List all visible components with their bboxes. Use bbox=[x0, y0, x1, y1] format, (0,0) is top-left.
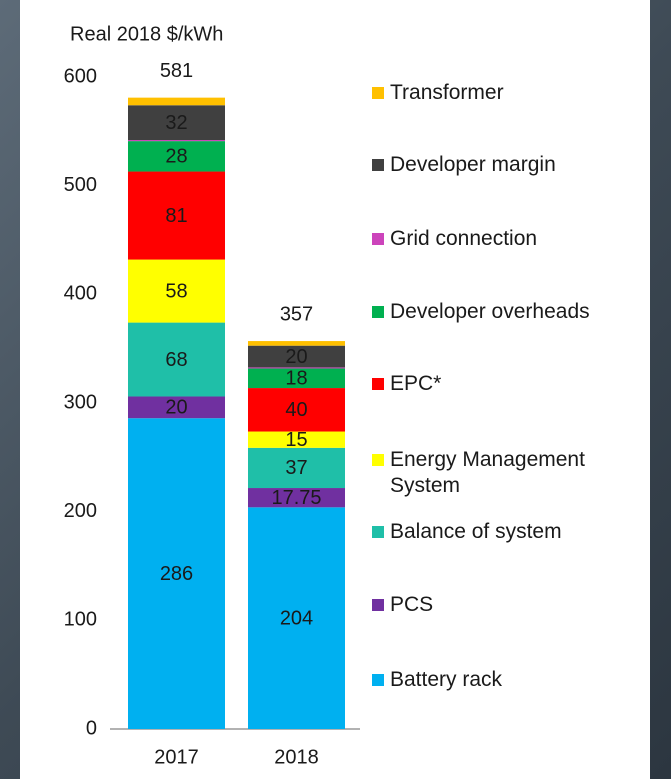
bar-segment bbox=[248, 388, 345, 432]
total-label: 581 bbox=[160, 60, 193, 82]
bar-segment bbox=[248, 507, 345, 729]
bar-segment bbox=[248, 345, 345, 368]
data-label: 17.75 bbox=[271, 487, 321, 509]
y-tick-label: 600 bbox=[64, 65, 97, 87]
legend-swatch bbox=[372, 599, 384, 611]
y-tick-label: 100 bbox=[64, 609, 97, 631]
legend-swatch bbox=[372, 674, 384, 686]
bar-segment bbox=[128, 141, 225, 172]
data-label: 58 bbox=[165, 280, 187, 302]
data-label: 20 bbox=[165, 397, 187, 419]
legend-label: Developer overheads bbox=[390, 300, 590, 323]
bar-segment bbox=[248, 368, 345, 389]
legend-label: Transformer bbox=[390, 81, 504, 104]
bar-segment bbox=[248, 367, 345, 369]
bar-segment bbox=[128, 140, 225, 142]
y-tick-label: 400 bbox=[64, 283, 97, 305]
bar-segment bbox=[128, 105, 225, 141]
legend-label: PCS bbox=[390, 593, 434, 616]
legend-swatch bbox=[372, 87, 384, 99]
y-tick-label: 0 bbox=[86, 717, 97, 739]
y-axis-label: Real 2018 $/kWh bbox=[70, 23, 223, 45]
x-tick-label: 2017 bbox=[154, 746, 199, 768]
x-tick-label: 2018 bbox=[274, 746, 319, 768]
bar-segment bbox=[128, 396, 225, 419]
bar-segment bbox=[248, 447, 345, 489]
bar-segment bbox=[128, 259, 225, 323]
legend-swatch bbox=[372, 454, 384, 466]
legend-swatch bbox=[372, 306, 384, 318]
y-tick-label: 300 bbox=[64, 391, 97, 413]
legend-label: Energy Management System bbox=[390, 448, 585, 497]
data-label: 20 bbox=[285, 346, 307, 368]
legend-label: Battery rack bbox=[390, 668, 503, 691]
legend-label: Balance of system bbox=[390, 520, 562, 543]
data-label: 68 bbox=[165, 349, 187, 371]
data-label: 28 bbox=[165, 146, 187, 168]
legend-swatch bbox=[372, 526, 384, 538]
data-label: 286 bbox=[160, 563, 193, 585]
bar-segment bbox=[128, 418, 225, 729]
y-tick-label: 500 bbox=[64, 174, 97, 196]
bar-segment bbox=[128, 171, 225, 260]
bar-segment bbox=[128, 322, 225, 397]
legend-swatch bbox=[372, 378, 384, 390]
bar-segment bbox=[248, 431, 345, 448]
data-label: 37 bbox=[285, 457, 307, 479]
legend-swatch bbox=[372, 159, 384, 171]
legend-label: Developer margin bbox=[390, 153, 556, 176]
data-label: 32 bbox=[165, 112, 187, 134]
legend-label: Grid connection bbox=[390, 227, 538, 250]
data-label: 204 bbox=[280, 607, 313, 629]
y-tick-label: 200 bbox=[64, 500, 97, 522]
data-label: 40 bbox=[285, 399, 307, 421]
data-label: 81 bbox=[165, 205, 187, 227]
data-label: 18 bbox=[285, 368, 307, 390]
bar-segment bbox=[128, 97, 225, 106]
bar-segment bbox=[248, 488, 345, 508]
legend-swatch bbox=[372, 233, 384, 245]
bar-segment bbox=[248, 341, 345, 346]
legend-label: EPC* bbox=[390, 372, 442, 395]
data-label: 15 bbox=[285, 429, 307, 451]
total-label: 357 bbox=[280, 303, 313, 325]
